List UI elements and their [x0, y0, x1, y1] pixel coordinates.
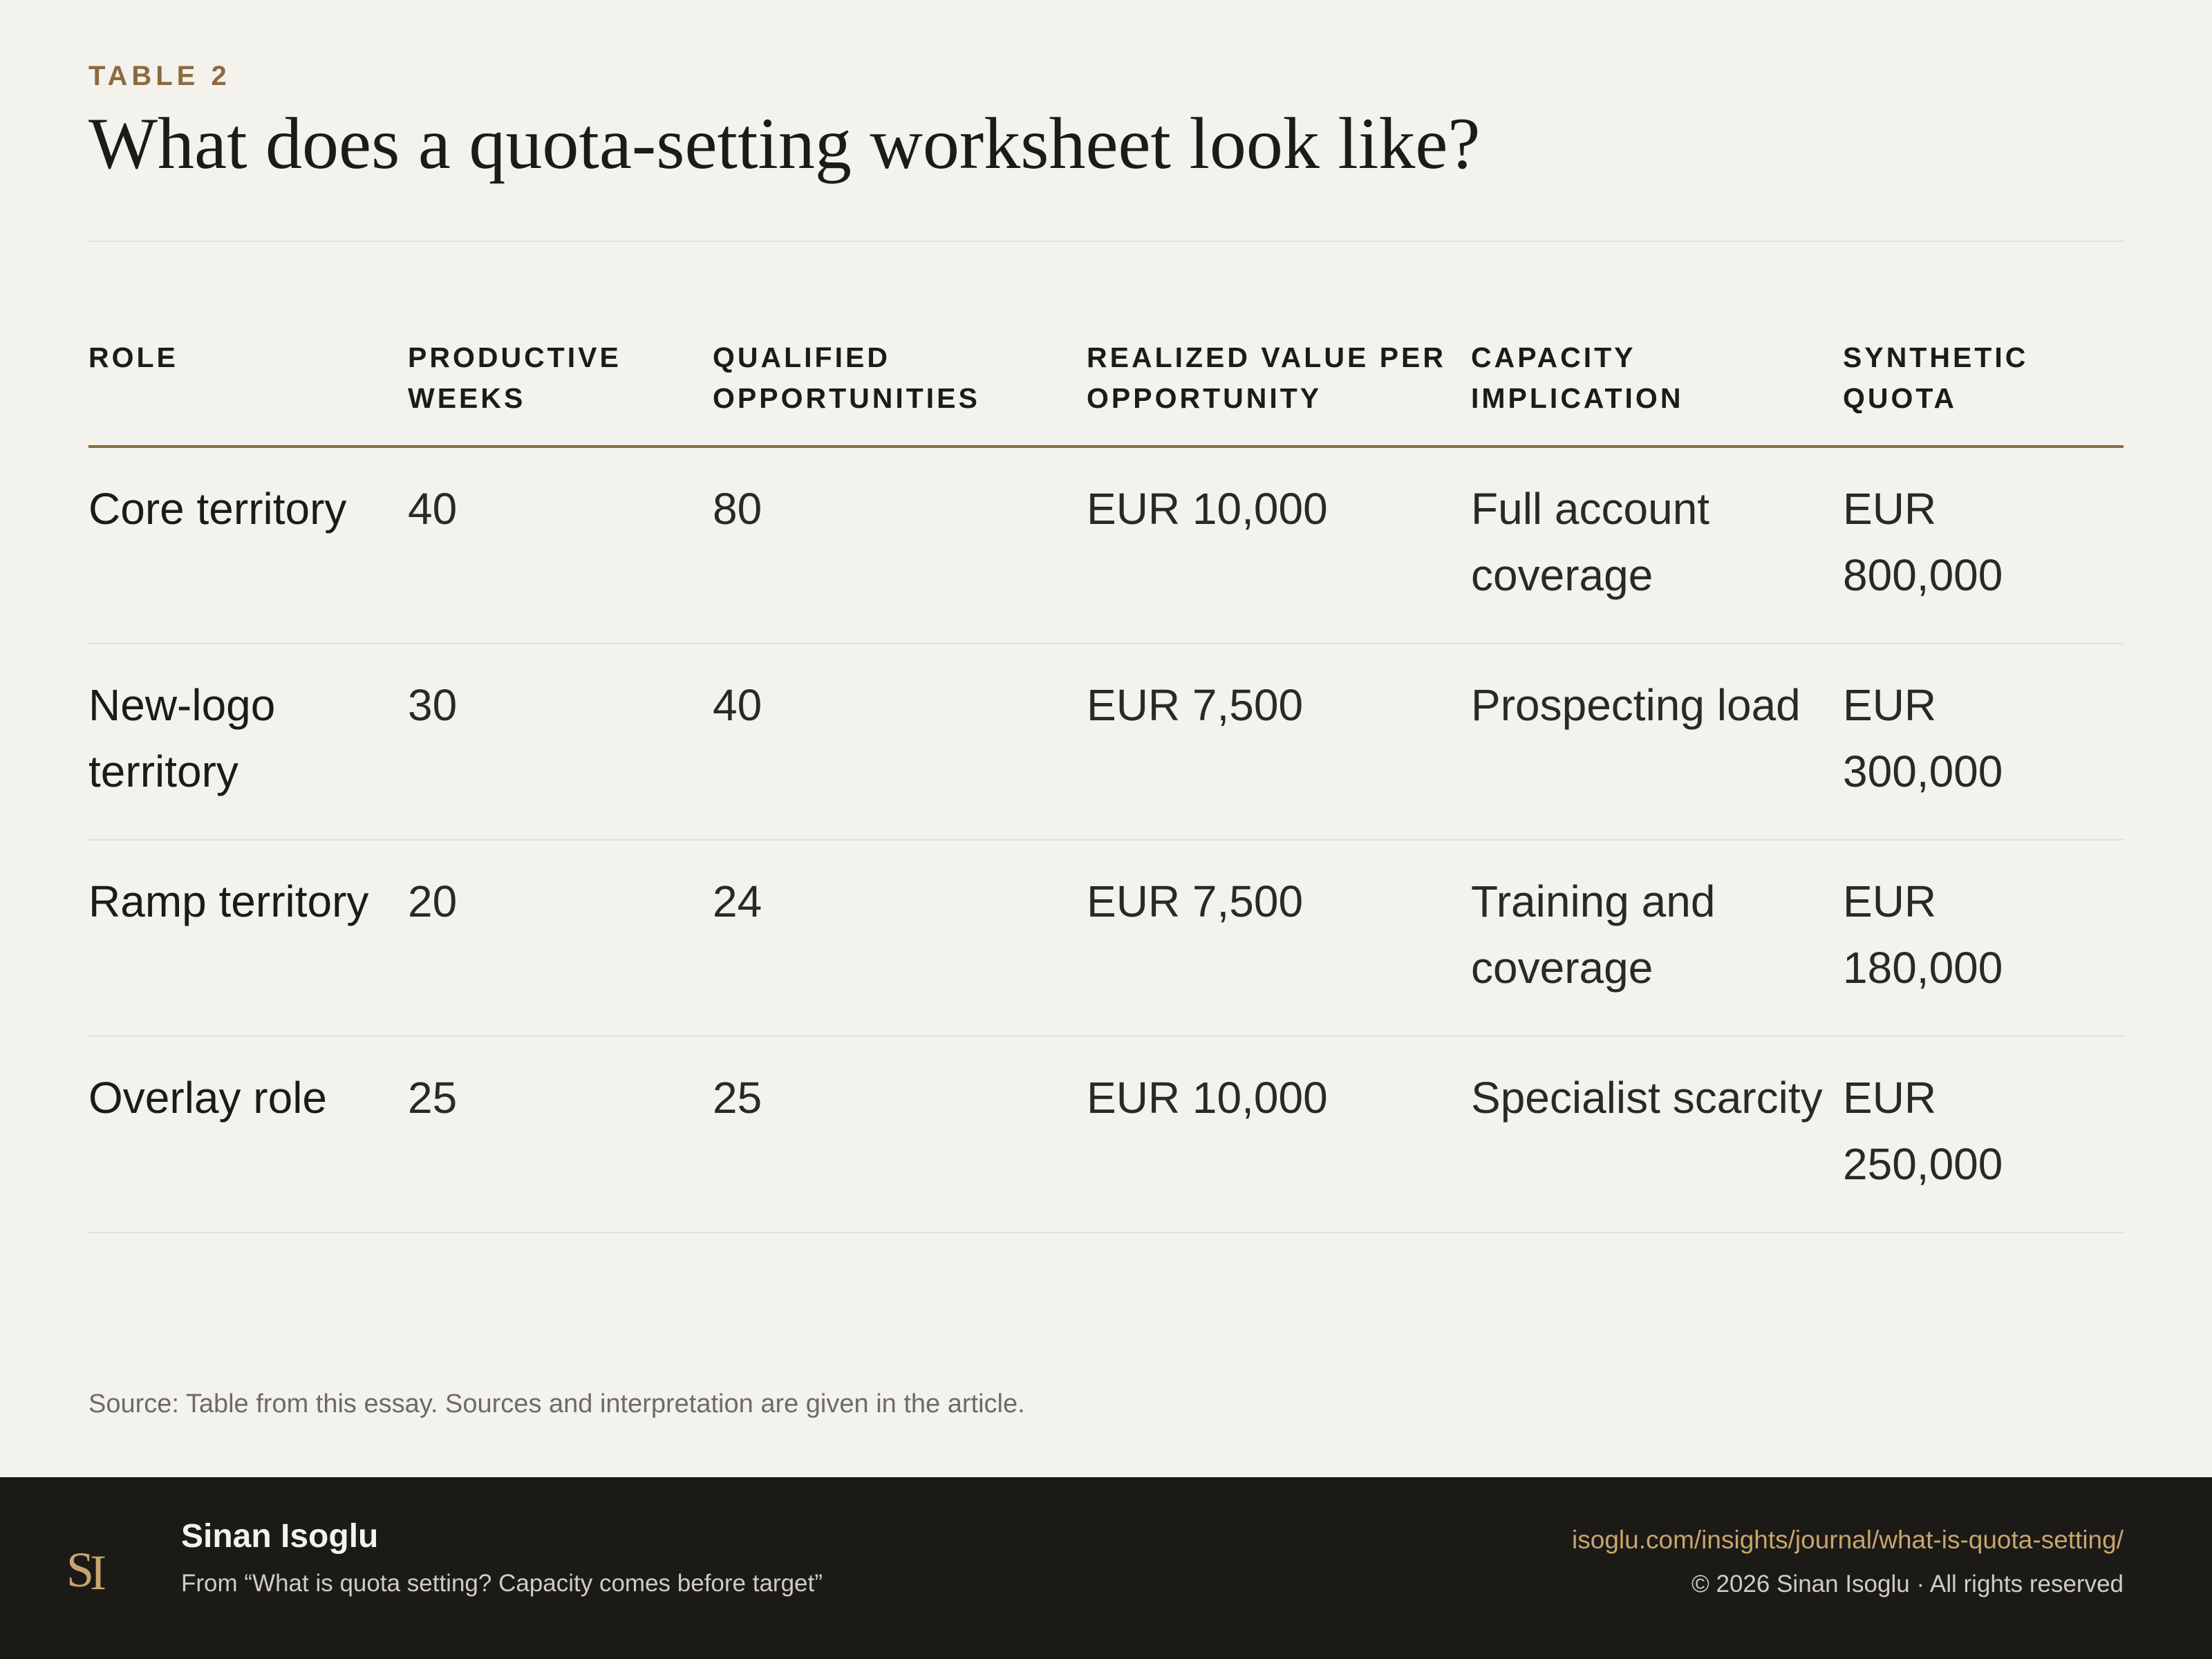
author-name: Sinan Isoglu [181, 1518, 379, 1555]
table-eyebrow: TABLE 2 [88, 61, 231, 91]
cell-role: Core territory [88, 447, 408, 644]
column-header-realized-value: REALIZED VALUE PER OPPORTUNITY [1087, 325, 1471, 448]
table-row: Overlay role 25 25 EUR 10,000 Specialist… [88, 1036, 2124, 1233]
cell-role: Ramp territory [88, 840, 408, 1037]
column-header-productive-weeks: PRODUCTIVE WEEKS [408, 325, 713, 448]
column-header-qualified-opportunities: QUALIFIED OPPORTUNITIES [713, 325, 1087, 448]
footer: S I Sinan Isoglu From “What is quota set… [0, 1477, 2212, 1659]
cell-role: Overlay role [88, 1036, 408, 1233]
cell-synthetic-quota: EUR 300,000 [1843, 644, 2124, 841]
cell-realized-value: EUR 10,000 [1087, 447, 1471, 644]
logo-letter-i: I [90, 1545, 106, 1596]
column-header-synthetic-quota: SYNTHETIC QUOTA [1843, 325, 2124, 448]
si-monogram-logo: S I [66, 1542, 106, 1596]
quota-worksheet-table: ROLE PRODUCTIVE WEEKS QUALIFIED OPPORTUN… [88, 325, 2124, 1233]
cell-qualified-opportunities: 80 [713, 447, 1087, 644]
article-url-link[interactable]: isoglu.com/insights/journal/what-is-quot… [1572, 1526, 2124, 1554]
source-note: Source: Table from this essay. Sources a… [88, 1389, 1025, 1418]
cell-realized-value: EUR 7,500 [1087, 840, 1471, 1037]
cell-realized-value: EUR 7,500 [1087, 644, 1471, 841]
cell-realized-value: EUR 10,000 [1087, 1036, 1471, 1233]
article-reference: From “What is quota setting? Capacity co… [181, 1570, 823, 1597]
title-divider [88, 241, 2124, 242]
cell-synthetic-quota: EUR 250,000 [1843, 1036, 2124, 1233]
cell-capacity-implication: Prospecting load [1471, 644, 1843, 841]
cell-productive-weeks: 25 [408, 1036, 713, 1233]
cell-qualified-opportunities: 25 [713, 1036, 1087, 1233]
copyright-notice: © 2026 Sinan Isoglu · All rights reserve… [1691, 1571, 2124, 1597]
table-row: Ramp territory 20 24 EUR 7,500 Training … [88, 840, 2124, 1037]
page-title: What does a quota-setting worksheet look… [88, 103, 1481, 184]
cell-productive-weeks: 20 [408, 840, 713, 1037]
cell-qualified-opportunities: 40 [713, 644, 1087, 841]
logo-letter-s: S [66, 1542, 94, 1596]
cell-productive-weeks: 40 [408, 447, 713, 644]
cell-synthetic-quota: EUR 800,000 [1843, 447, 2124, 644]
column-header-capacity-implication: CAPACITY IMPLICATION [1471, 325, 1843, 448]
cell-qualified-opportunities: 24 [713, 840, 1087, 1037]
table-row: Core territory 40 80 EUR 10,000 Full acc… [88, 447, 2124, 644]
cell-synthetic-quota: EUR 180,000 [1843, 840, 2124, 1037]
cell-capacity-implication: Specialist scarcity [1471, 1036, 1843, 1233]
table-header-row: ROLE PRODUCTIVE WEEKS QUALIFIED OPPORTUN… [88, 325, 2124, 448]
column-header-role: ROLE [88, 325, 408, 448]
cell-role: New-logo territory [88, 644, 408, 841]
cell-productive-weeks: 30 [408, 644, 713, 841]
table-row: New-logo territory 30 40 EUR 7,500 Prosp… [88, 644, 2124, 841]
cell-capacity-implication: Training and coverage [1471, 840, 1843, 1037]
cell-capacity-implication: Full account coverage [1471, 447, 1843, 644]
